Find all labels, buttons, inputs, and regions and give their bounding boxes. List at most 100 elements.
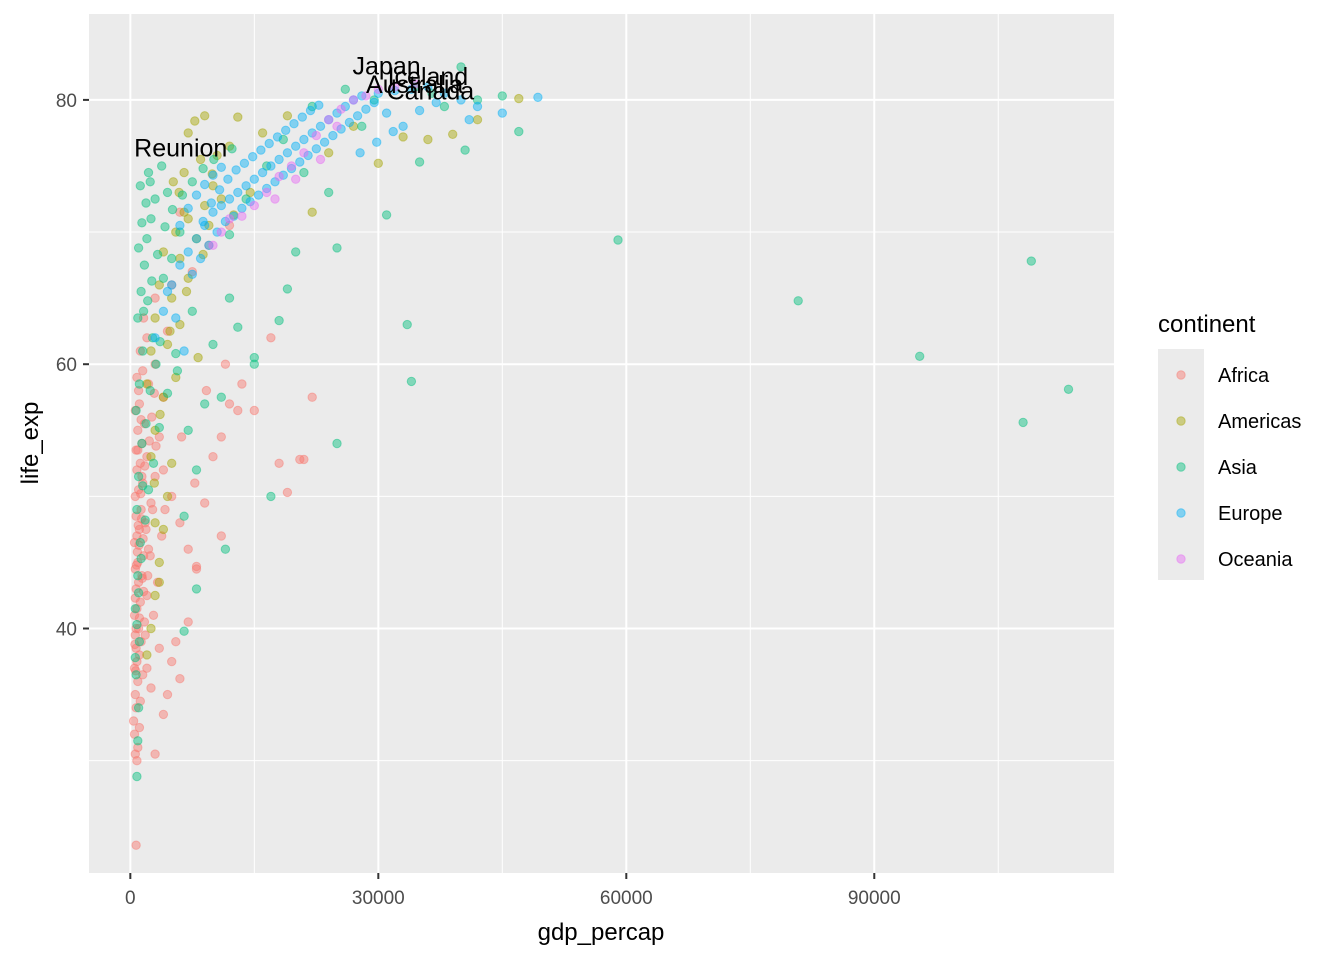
- data-point: [133, 505, 141, 513]
- data-point: [217, 163, 225, 171]
- data-point: [316, 155, 324, 163]
- data-point: [180, 168, 188, 176]
- legend-label: Europe: [1218, 503, 1283, 525]
- data-point: [389, 127, 397, 135]
- data-point: [139, 347, 147, 355]
- data-point: [131, 605, 139, 613]
- data-point: [169, 178, 177, 186]
- data-point: [345, 118, 353, 126]
- data-point: [267, 162, 275, 170]
- data-point: [147, 624, 155, 632]
- data-point: [374, 159, 382, 167]
- data-point: [287, 162, 295, 170]
- data-point: [515, 127, 523, 135]
- data-point: [141, 462, 149, 470]
- data-point: [249, 153, 257, 161]
- x-tick-label: 30000: [352, 888, 405, 909]
- legend-key-point: [1177, 555, 1185, 563]
- data-point: [134, 244, 142, 252]
- data-point: [155, 423, 163, 431]
- legend-key-point: [1177, 463, 1185, 471]
- data-point: [176, 261, 184, 269]
- data-point: [238, 380, 246, 388]
- data-point: [173, 367, 181, 375]
- data-point: [150, 479, 158, 487]
- data-point: [271, 195, 279, 203]
- data-point: [234, 323, 242, 331]
- data-point: [333, 439, 341, 447]
- data-point: [258, 168, 266, 176]
- data-point: [337, 105, 345, 113]
- data-point: [188, 178, 196, 186]
- data-point: [184, 545, 192, 553]
- data-point: [151, 314, 159, 322]
- data-point: [794, 297, 802, 305]
- data-point: [234, 113, 242, 121]
- data-point: [209, 453, 217, 461]
- data-point: [184, 618, 192, 626]
- data-point: [232, 166, 240, 174]
- legend-label: Asia: [1218, 457, 1258, 479]
- data-point: [168, 657, 176, 665]
- data-point: [152, 360, 160, 368]
- legend-key-point: [1177, 509, 1185, 517]
- y-tick-label: 60: [56, 355, 77, 376]
- data-point: [133, 620, 141, 628]
- y-axis-title: life_exp: [17, 402, 44, 485]
- data-point: [146, 178, 154, 186]
- data-point: [415, 106, 423, 114]
- data-point: [315, 101, 323, 109]
- data-point: [147, 215, 155, 223]
- data-point: [132, 841, 140, 849]
- data-point: [148, 505, 156, 513]
- data-point: [382, 211, 390, 219]
- data-point: [201, 112, 209, 120]
- data-point: [312, 145, 320, 153]
- data-point: [202, 386, 210, 394]
- data-point: [263, 188, 271, 196]
- data-point: [415, 158, 423, 166]
- data-point: [283, 285, 291, 293]
- data-point: [159, 307, 167, 315]
- data-point: [159, 710, 167, 718]
- data-point: [144, 297, 152, 305]
- data-point: [161, 223, 169, 231]
- data-point: [163, 492, 171, 500]
- data-point: [134, 314, 142, 322]
- data-point: [238, 204, 246, 212]
- data-point: [133, 772, 141, 780]
- data-point: [273, 133, 281, 141]
- data-point: [275, 459, 283, 467]
- data-point: [267, 492, 275, 500]
- data-point: [296, 158, 304, 166]
- data-point: [225, 400, 233, 408]
- legend-key-point: [1177, 371, 1185, 379]
- data-point: [184, 204, 192, 212]
- data-point: [300, 149, 308, 157]
- data-point: [290, 120, 298, 128]
- data-point: [147, 347, 155, 355]
- data-point: [224, 175, 232, 183]
- data-point: [242, 182, 250, 190]
- data-point: [142, 525, 150, 533]
- data-point: [152, 442, 160, 450]
- data-point: [217, 201, 225, 209]
- data-point: [149, 459, 157, 467]
- data-point: [134, 426, 142, 434]
- data-point: [250, 175, 258, 183]
- data-point: [131, 690, 139, 698]
- data-point: [144, 168, 152, 176]
- data-point: [614, 236, 622, 244]
- annotation-reunion: Reunion: [134, 134, 227, 162]
- data-point: [312, 131, 320, 139]
- data-point: [234, 406, 242, 414]
- data-point: [163, 690, 171, 698]
- data-point: [168, 254, 176, 262]
- data-point: [465, 116, 473, 124]
- data-point: [341, 85, 349, 93]
- y-tick-label: 40: [56, 620, 77, 641]
- data-point: [201, 400, 209, 408]
- data-point: [306, 106, 314, 114]
- data-point: [325, 149, 333, 157]
